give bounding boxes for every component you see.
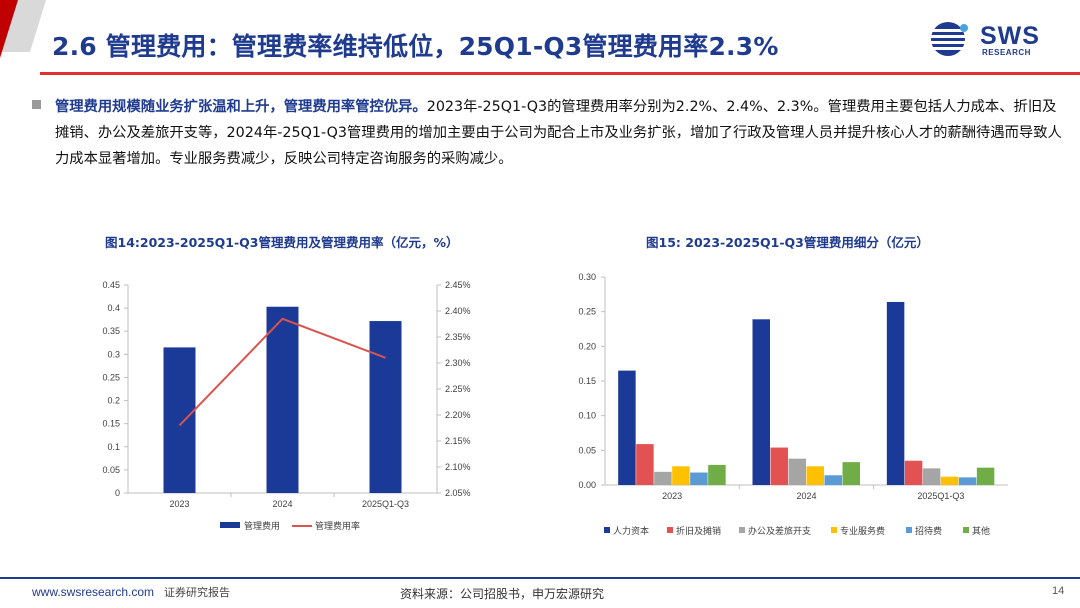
chart1-ytick-label: 0.1 — [107, 442, 120, 452]
bullet-bold: 管理费用规模随业务扩张温和上升，管理费用率管控优异。 — [55, 99, 427, 115]
chart2-title: 图15: 2023-2025Q1-Q3管理费用细分（亿元） — [646, 235, 929, 250]
chart1-ytick-label: 0.05 — [102, 465, 120, 475]
chart2-legend-swatch — [604, 527, 610, 533]
chart2-ytick-label: 0.30 — [578, 272, 596, 282]
chart1-ytick-label: 0.35 — [102, 326, 120, 336]
chart2-bar — [922, 468, 941, 485]
chart1-ytick-label: 0.15 — [102, 419, 120, 429]
chart2-bar — [788, 458, 806, 485]
chart2-legend-swatch — [906, 527, 912, 533]
chart2-bar — [976, 467, 995, 485]
chart2-xtick-label: 2024 — [796, 491, 816, 501]
chart1-y2tick-label: 2.35% — [445, 332, 471, 342]
chart1-rate-line — [178, 317, 386, 427]
chart2-ytick-label: 0.00 — [578, 480, 596, 490]
logo-subtext: RESEARCH — [982, 48, 1031, 57]
chart2-legend-label: 其他 — [972, 525, 990, 536]
chart2-legend-label: 招待费 — [915, 525, 942, 536]
chart2-bar — [904, 460, 923, 485]
chart2-bar — [672, 466, 690, 485]
chart2-svg: 0.00 0.05 0.10 0.15 0.20 0.25 0.30 2023 2024 2025… — [578, 272, 1008, 536]
chart1-title: 图14:2023-2025Q1-Q3管理费用及管理费用率（亿元，%） — [105, 235, 459, 250]
chart1-ytick-label: 0.3 — [107, 349, 120, 359]
chart1-y2tick-label: 2.30% — [445, 358, 471, 368]
chart2-legend-label: 折旧及摊销 — [676, 525, 721, 536]
chart1-legend-label: 管理费用率 — [315, 520, 360, 531]
chart1-y2tick-label: 2.40% — [445, 306, 471, 316]
chart2-bar — [842, 462, 860, 485]
chart2-bar — [958, 477, 977, 485]
chart1-bar — [266, 306, 299, 493]
bullet-square-icon — [32, 100, 41, 109]
chart1-y2tick-label: 2.20% — [445, 410, 471, 420]
chart2-bar — [886, 301, 905, 485]
chart1-y2tick-label: 2.15% — [445, 436, 471, 446]
chart2-bar — [654, 471, 672, 485]
footer-source: 资料来源：公司招股书，申万宏源研究 — [400, 587, 605, 601]
chart2-legend-label: 办公及差旅开支 — [748, 525, 811, 536]
chart2-bar — [636, 444, 654, 485]
slide-header: 2.6 管理费用：管理费率维持低位，25Q1-Q3管理费用率2.3% SWS R… — [0, 0, 1080, 78]
chart1-ytick-label: 0.45 — [102, 280, 120, 290]
chart2-legend-swatch — [739, 527, 745, 533]
chart1-ytick-label: 0.2 — [107, 396, 120, 406]
chart1-bar — [163, 347, 196, 493]
logo-text: SWS — [980, 22, 1040, 50]
chart1-y2tick-label: 2.25% — [445, 384, 471, 394]
chart2-ytick-label: 0.05 — [578, 445, 596, 455]
chart2-legend-label: 人力资本 — [613, 525, 649, 536]
page-number: 14 — [1052, 585, 1065, 597]
chart1-ytick-label: 0.25 — [102, 372, 120, 382]
chart2-bar — [690, 472, 708, 485]
chart2-bar — [824, 475, 842, 485]
footer-divider — [0, 577, 1080, 579]
chart2-ytick-label: 0.15 — [578, 376, 596, 386]
chart1-xtick-label: 2024 — [272, 499, 292, 509]
chart2-legend-swatch — [831, 527, 837, 533]
chart1-xtick-label: 2023 — [169, 499, 189, 509]
chart2-bar — [940, 476, 959, 485]
chart2-ytick-label: 0.20 — [578, 341, 596, 351]
footer-left: www.swsresearch.com 证券研究报告 — [32, 584, 230, 600]
chart2-bar — [806, 466, 824, 485]
chart1-ytick-label: 0 — [115, 488, 120, 498]
chart1-svg: 0 0.05 0.1 0.15 0.2 0.25 0.3 0.35 0.4 0.45 2.05% 2.… — [102, 280, 471, 531]
chart2-ytick-label: 0.10 — [578, 411, 596, 421]
chart1-xtick-label: 2025Q1-Q3 — [362, 499, 409, 509]
bullet-body: 2023年-25Q1-Q3的管理费用率分别为2.2%、2.4%、2.3%。管理费… — [55, 99, 1062, 167]
chart1-bar — [369, 321, 402, 493]
chart2-bar — [708, 464, 726, 485]
chart2-bar — [752, 319, 770, 485]
chart2-bar — [618, 370, 636, 485]
chart2-legend-swatch — [963, 527, 969, 533]
chart1-legend-swatch-bar — [220, 522, 240, 528]
chart1-y2tick-label: 2.45% — [445, 280, 471, 290]
chart1-legend-label: 管理费用 — [244, 520, 280, 531]
bullet-text: 管理费用规模随业务扩张温和上升，管理费用率管控优异。2023年-25Q1-Q3的… — [55, 94, 1062, 172]
globe-icon — [926, 22, 970, 56]
chart2-legend-label: 专业服务费 — [840, 525, 885, 536]
chart2-bar — [770, 447, 788, 485]
bullet-paragraph: 管理费用规模随业务扩张温和上升，管理费用率管控优异。2023年-25Q1-Q3的… — [32, 94, 1062, 172]
footer-website-link[interactable]: www.swsresearch.com — [32, 585, 155, 599]
chart1-ytick-label: 0.4 — [107, 303, 120, 313]
sws-logo: SWS RESEARCH — [922, 20, 1058, 58]
chart2-legend-swatch — [667, 527, 673, 533]
chart1-y2tick-label: 2.05% — [445, 488, 471, 498]
header-decoration — [0, 0, 1080, 78]
chart2-xtick-label: 2023 — [662, 491, 682, 501]
footer-report-type: 证券研究报告 — [164, 586, 231, 599]
chart1-y2tick-label: 2.10% — [445, 462, 471, 472]
chart2-xtick-label: 2025Q1-Q3 — [917, 491, 964, 501]
chart2-ytick-label: 0.25 — [578, 307, 596, 317]
page-title: 2.6 管理费用：管理费率维持低位，25Q1-Q3管理费用率2.3% — [52, 32, 779, 61]
